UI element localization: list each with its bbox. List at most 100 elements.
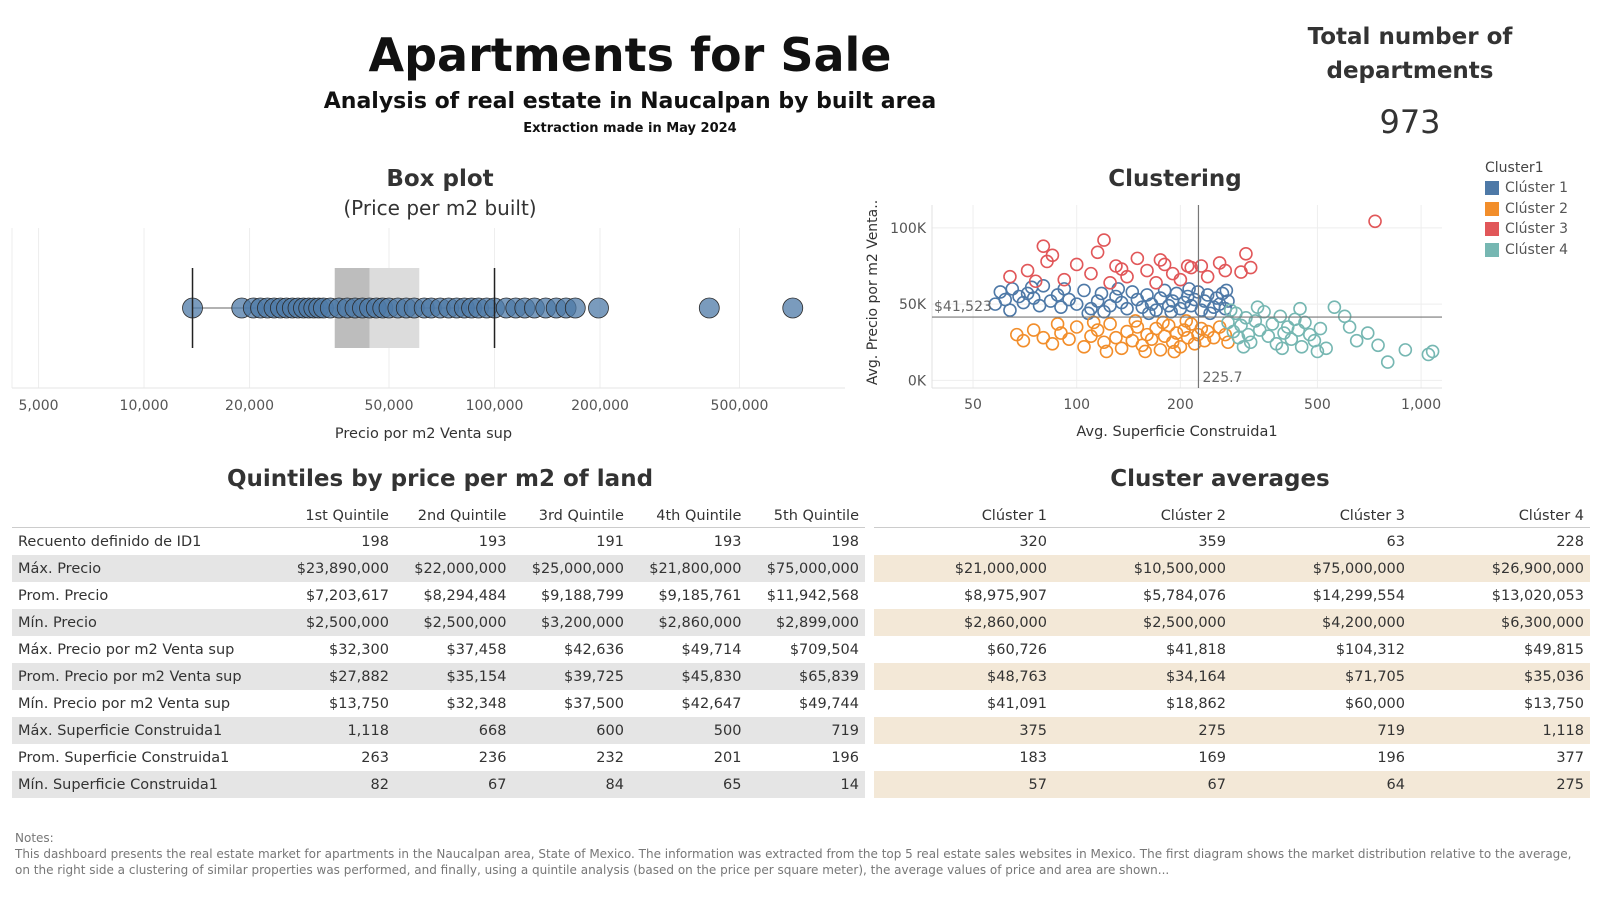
table-cell: $75,000,000 [747,555,865,582]
legend-label: Clúster 2 [1505,200,1569,217]
scatter-point-cluster-2 [1179,314,1194,328]
column-header [12,505,278,528]
table-cell: $13,750 [329,695,389,712]
cluster-averages-table: Clúster 1 Clúster 2 Clúster 3 Clúster 4 … [874,505,1590,798]
legend-item-cluster-1[interactable]: Clúster 1 [1485,178,1595,199]
reference-x-label: 225.7 [1202,370,1242,386]
table-row: 375 275 719 1,118 [874,717,1590,744]
scatter-point-cluster-2 [1097,335,1111,350]
table-cell: $2,860,000 [629,609,748,636]
table-cell: $60,726 [987,641,1047,658]
column-header: 3rd Quintile [512,505,630,528]
legend-item-cluster-4[interactable]: Clúster 4 [1485,240,1595,261]
legend-label: Clúster 3 [1505,221,1569,238]
x-tick-label: 10,000 [120,398,169,414]
scatter-point-cluster-4 [1294,340,1309,354]
scatter-point-cluster-4 [1265,317,1280,331]
table-cell: $37,458 [446,641,507,658]
table-row: 57 67 64 275 [874,771,1590,798]
scatter-point-cluster-1 [1187,292,1202,307]
table-cell: $32,300 [329,641,389,658]
legend-item-cluster-3[interactable]: Clúster 3 [1485,219,1595,240]
table-cell: $709,504 [789,641,859,658]
table-cell: $10,500,000 [1053,555,1232,582]
table-cell: $2,500,000 [277,609,395,636]
table-cell: $42,647 [681,695,742,712]
table-cell: $3,200,000 [512,609,630,636]
legend-item-cluster-2[interactable]: Clúster 2 [1485,199,1595,220]
scatter-point-cluster-1 [1200,288,1215,302]
dashboard-title: Apartments for Sale [368,28,892,82]
x-axis-label: Avg. Superficie Construida1 [1076,424,1277,440]
x-tick-label: 100 [1063,397,1090,413]
clustering-title: Clustering [1108,166,1242,192]
x-tick-label: 50,000 [365,398,414,414]
table-row: $8,975,907 $5,784,076 $14,299,554 $13,020,0… [874,582,1590,609]
table-cell: $60,000 [1345,695,1405,712]
table-row: $41,091 $18,862 $60,000 $13,750 [874,690,1590,717]
scatter-point-cluster-2 [1016,333,1031,348]
table-cell: $25,000,000 [512,555,630,582]
scatter-point-cluster-4 [1239,311,1253,325]
scatter-point-cluster-2 [1165,335,1180,350]
table-cell: 375 [874,717,1053,744]
scatter-point-cluster-3 [1130,251,1145,266]
table-cell: 232 [596,749,624,766]
cluster-table-title: Cluster averages [1110,466,1330,492]
scatter-point-cluster-1 [1219,283,1234,298]
column-header: 5th Quintile [747,505,865,528]
scatter-point-cluster-3 [1036,239,1051,253]
table-cell: $75,000,000 [1232,555,1411,582]
scatter-point-cluster-3 [1218,263,1233,278]
row-label: Mín. Precio [12,609,278,636]
scatter-point-cluster-4 [1313,321,1328,336]
table-cell: $18,862 [1166,695,1226,712]
table-cell: 377 [1556,749,1584,766]
table-cell: $104,312 [1335,641,1405,658]
table-cell: 191 [596,533,624,550]
table-row: Mín. Precio $2,500,000 $2,500,000 $3,200,00… [12,609,865,636]
y-tick-label: 0K [908,373,927,389]
row-label: Máx. Precio por m2 Venta sup [18,641,235,658]
table-cell: 65 [629,771,748,798]
table-cell: 198 [831,533,859,550]
scatter-point-cluster-3 [1243,260,1258,275]
x-tick-label: 200,000 [571,398,629,414]
table-cell: 193 [478,533,507,550]
table-cell: $49,815 [1524,641,1584,658]
boxplot-chart[interactable]: 5,000 10,000 20,000 50,000 100,000 200,000 500… [0,220,860,450]
table-cell: $35,036 [1411,663,1590,690]
scatter-point-cluster-2 [1169,326,1184,340]
scatter-point-cluster-3 [1045,248,1060,263]
table-cell: $48,763 [874,663,1053,690]
scatter-point-cluster-1 [1149,303,1163,318]
table-row: $60,726 $41,818 $104,312 $49,815 [874,636,1590,663]
scatter-point-cluster-2 [1103,317,1117,331]
scatter-point-cluster-3 [1184,260,1199,275]
table-cell: 193 [713,533,742,550]
table-header-row: 1st Quintile 2nd Quintile 3rd Quintile 4… [12,505,865,528]
x-tick-label: 100,000 [466,398,524,414]
column-header: Clúster 2 [1053,505,1232,528]
scatter-point-cluster-1 [1203,306,1217,321]
scatter-point-cluster-2 [1050,317,1065,331]
scatter-point-cluster-1 [1003,303,1017,318]
scatter-point-cluster-4 [1236,340,1251,354]
table-row: $48,763 $34,164 $71,705 $35,036 [874,663,1590,690]
table-cell: 275 [1053,717,1232,744]
table-cell: 64 [1232,771,1411,798]
table-cell: $27,882 [277,663,395,690]
table-row: Máx. Precio $23,890,000 $22,000,000 $25,000… [12,555,865,582]
scatter-point-cluster-2 [1156,315,1170,330]
scatter-point-cluster-4 [1380,355,1395,369]
scatter-point-cluster-3 [1114,262,1129,276]
quintile-table: 1st Quintile 2nd Quintile 3rd Quintile 4… [12,505,865,798]
scatter-point-cluster-2 [1026,323,1041,337]
scatter-point-cluster-3 [1239,246,1253,261]
row-label: Prom. Precio por m2 Venta sup [12,663,278,690]
clustering-chart[interactable]: 0K 50K 100K 50 100 200 500 1,000 225.7 $41,523 Avg… [860,195,1470,450]
kpi-title: Total number of departments [1280,20,1540,88]
table-cell: $5,784,076 [1142,587,1226,604]
table-cell: 201 [713,749,742,766]
cluster-legend[interactable]: Cluster1 Clúster 1 Clúster 2 Clúster 3 C… [1485,160,1595,260]
